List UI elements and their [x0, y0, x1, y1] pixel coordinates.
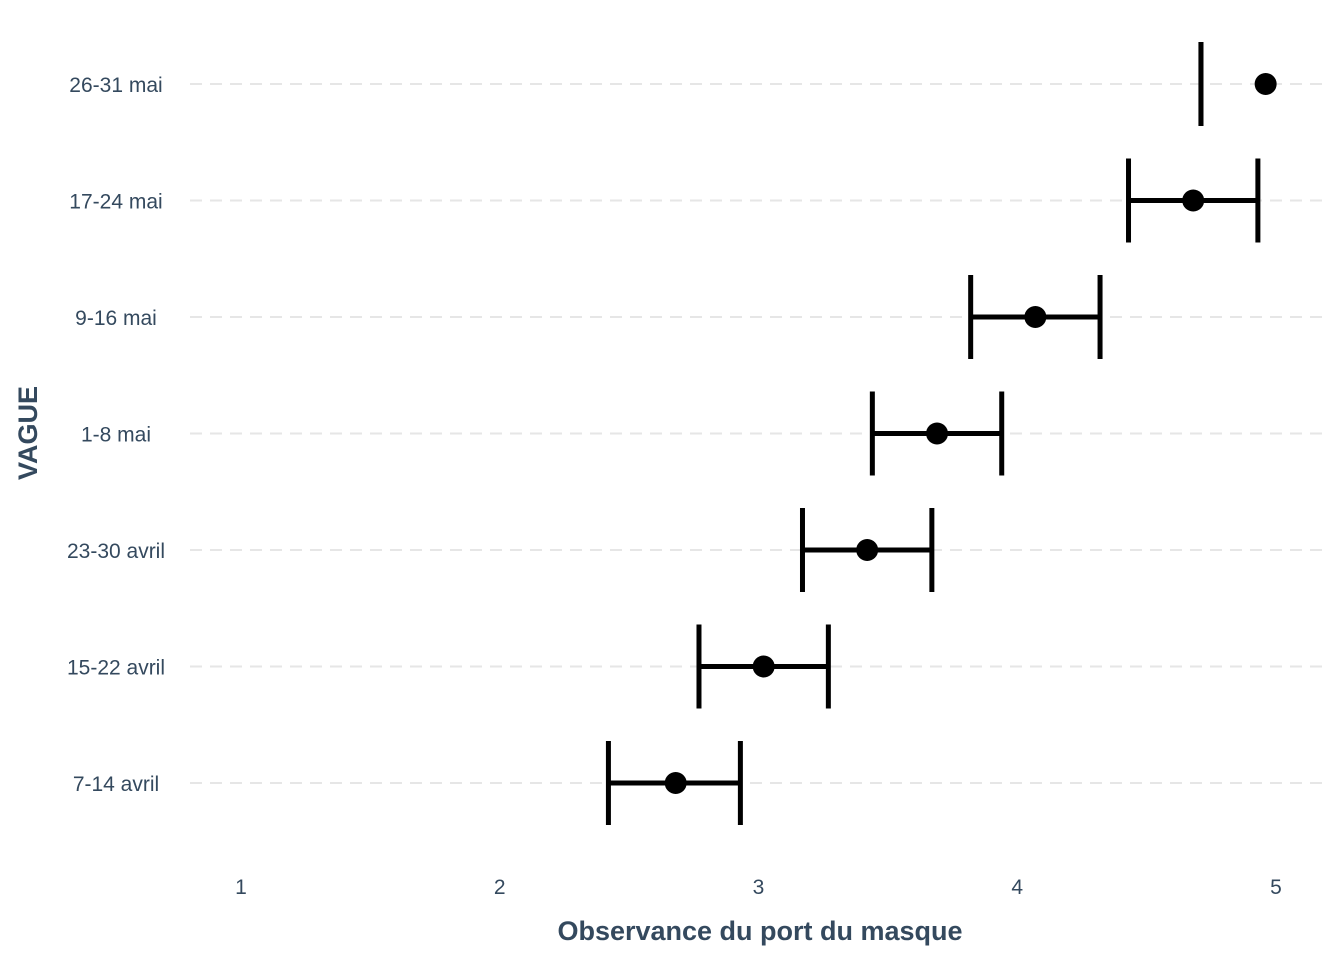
y-tick-label: 26-31 mai [69, 74, 162, 97]
data-point [856, 539, 879, 561]
data-points [664, 73, 1277, 794]
x-tick-label: 3 [753, 876, 765, 899]
y-tick-label: 15-22 avril [67, 657, 165, 680]
y-tick-label: 7-14 avril [73, 773, 159, 796]
y-axis-title: VAGUE [13, 386, 43, 480]
grid-lines [190, 83, 1326, 784]
x-tick-label: 4 [1011, 876, 1023, 899]
x-tick-label: 1 [235, 876, 247, 899]
x-tick-label: 2 [494, 876, 506, 899]
data-point [1182, 189, 1205, 212]
y-tick-label: 9-16 mai [75, 307, 157, 330]
data-point [926, 422, 949, 445]
data-point [664, 772, 687, 794]
y-tick-label: 17-24 mai [69, 191, 162, 214]
data-point [752, 655, 775, 678]
data-point [1024, 306, 1047, 328]
y-tick-labels: 26-31 mai 17-24 mai 9-16 mai 1-8 mai 23-30 a… [67, 74, 165, 796]
y-tick-label: 23-30 avril [67, 540, 165, 563]
data-point [1254, 73, 1277, 95]
x-tick-labels: 1 2 3 4 5 [235, 876, 1282, 899]
y-tick-label: 1-8 mai [81, 424, 151, 447]
x-axis-title: Observance du port du masque [557, 916, 962, 946]
x-tick-label: 5 [1270, 876, 1282, 899]
